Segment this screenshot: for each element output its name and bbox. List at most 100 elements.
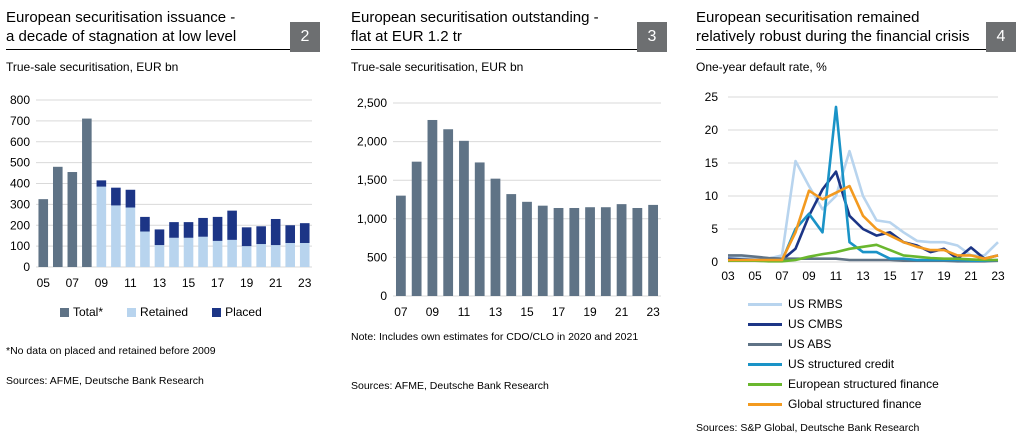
legend-item: Global structured finance (748, 394, 939, 414)
x-tick-label: 07 (66, 276, 80, 290)
y-tick-label: 25 (705, 90, 719, 104)
bar-placed (198, 217, 208, 237)
bar-placed (270, 218, 281, 246)
issuance-chart: 0 100 200 300 400 500 600 700 800 05 07 09 11 13 15 17 1… (10, 93, 312, 290)
chart-subtitle: One-year default rate, % (696, 60, 827, 74)
bar-retained (111, 205, 121, 267)
x-tick-label: 09 (802, 269, 816, 283)
bar (395, 195, 406, 296)
legend-item: US structured credit (748, 354, 939, 374)
bar (443, 129, 454, 296)
chart-title-line2: relatively robust during the financial c… (696, 28, 970, 45)
chart-title: European securitisation issuance - a dec… (6, 8, 236, 46)
x-tick-label: 21 (615, 305, 629, 319)
bar-placed (256, 226, 266, 245)
legend-swatch-total (60, 307, 69, 317)
bar-placed (169, 222, 179, 238)
bar-total (67, 172, 78, 267)
series-line (727, 149, 999, 261)
bar-retained (154, 245, 165, 267)
bar-placed (299, 223, 310, 243)
panel-issuance: European securitisation issuance - a dec… (0, 0, 335, 442)
bar (600, 207, 611, 296)
bar-retained (227, 239, 237, 267)
x-tick-label: 13 (489, 305, 503, 319)
note: Note: Includes own estimates for CDO/CLO… (351, 331, 639, 343)
series-line (728, 184, 999, 262)
x-tick-label: 19 (937, 269, 951, 283)
legend-item: US ABS (748, 334, 939, 354)
chart-number-badge: 2 (290, 22, 320, 52)
chart-title-line1: European securitisation issuance - (6, 9, 236, 26)
chart-title: European securitisation outstanding - fl… (351, 8, 599, 46)
x-tick-label: 09 (95, 276, 109, 290)
bar-total (52, 166, 63, 267)
y-tick-label: 300 (10, 197, 30, 211)
x-tick-label: 07 (775, 269, 789, 283)
chart-title-line2: flat at EUR 1.2 tr (351, 28, 462, 45)
legend-item: US RMBS (748, 294, 939, 314)
legend-label-total: Total* (73, 305, 104, 319)
y-tick-label: 10 (705, 189, 719, 203)
x-tick-label: 17 (552, 305, 566, 319)
bar (459, 140, 469, 296)
legend-label: European structured finance (788, 377, 939, 391)
chart-number-badge: 3 (637, 22, 667, 52)
x-tick-label: 09 (426, 305, 440, 319)
bar-retained (256, 244, 266, 267)
bar-total (38, 199, 49, 267)
legend-label: US ABS (788, 337, 832, 351)
bar-retained (270, 245, 281, 267)
y-tick-label: 800 (10, 93, 30, 107)
x-tick-label: 19 (240, 276, 254, 290)
y-tick-label: 2,000 (357, 135, 387, 149)
y-tick-label: 2,500 (357, 96, 387, 110)
sources: Sources: AFME, Deutsche Bank Research (6, 375, 204, 387)
legend: US RMBS US CMBS US ABS US structured credit… (748, 294, 939, 414)
bar-placed (140, 216, 150, 232)
outstanding-chart: 0 500 1,000 1,500 2,000 2,500 07 09 11 13 15 17 19 21… (357, 96, 661, 319)
bar (506, 194, 517, 296)
legend-label-placed: Placed (225, 305, 262, 319)
x-tick-label: 17 (910, 269, 924, 283)
x-tick-label: 11 (124, 276, 137, 290)
bar (585, 207, 595, 296)
legend-swatch (748, 362, 782, 366)
x-tick-label: 05 (37, 276, 51, 290)
chart-number-badge: 4 (986, 22, 1016, 52)
x-tick-label: 23 (298, 276, 312, 290)
x-tick-label: 21 (964, 269, 978, 283)
legend-swatch-retained (127, 307, 137, 317)
sources: Sources: S&P Global, Deutsche Bank Resea… (696, 422, 920, 434)
bar-placed (96, 180, 107, 187)
y-tick-label: 1,500 (357, 173, 387, 187)
y-tick-label: 500 (10, 156, 30, 170)
legend-swatch (748, 402, 782, 406)
bar-retained (212, 240, 223, 267)
x-tick-label: 03 (721, 269, 735, 283)
sources: Sources: AFME, Deutsche Bank Research (351, 380, 549, 392)
bar (616, 204, 627, 296)
legend-label: US structured credit (788, 357, 895, 371)
bar-retained (241, 246, 252, 267)
legend-item: European structured finance (748, 374, 939, 394)
bar-retained (299, 242, 310, 267)
x-tick-label: 21 (269, 276, 283, 290)
bar (537, 205, 548, 296)
y-tick-label: 0 (23, 260, 30, 274)
x-tick-label: 15 (883, 269, 897, 283)
bar-retained (183, 237, 194, 267)
legend-item-placed: Placed (212, 305, 262, 319)
chart-title-line1: European securitisation outstanding - (351, 9, 599, 26)
footnote: *No data on placed and retained before 2… (6, 345, 216, 357)
legend-item: US CMBS (748, 314, 939, 334)
bar-placed (212, 216, 223, 241)
legend-item-retained: Retained (127, 305, 188, 319)
x-tick-label: 23 (991, 269, 1005, 283)
bar-placed (285, 225, 296, 243)
bar-placed (241, 227, 252, 247)
x-tick-label: 11 (830, 269, 843, 283)
legend: Total* Retained Placed (60, 305, 262, 319)
x-tick-label: 13 (153, 276, 167, 290)
